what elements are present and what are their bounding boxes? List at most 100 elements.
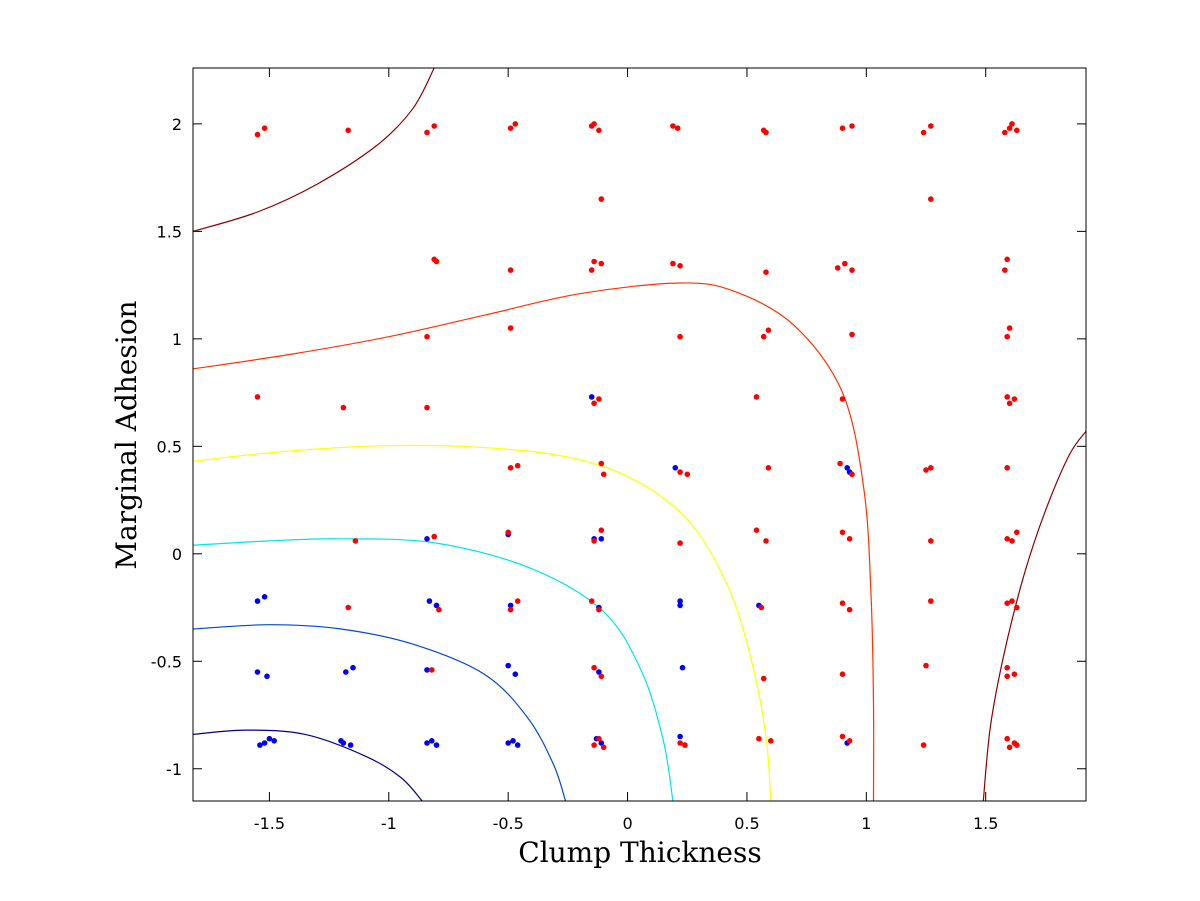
data-point-series-1 (507, 602, 514, 609)
x-tick-label: 0 (622, 814, 632, 833)
data-point-series-2 (670, 260, 676, 267)
data-point-series-2 (1014, 127, 1020, 134)
data-point-series-2 (760, 675, 767, 682)
x-axis-ticks: -1.5 -1 -0.5 0 0.5 1 1.5 (254, 68, 998, 833)
data-point-series-2 (846, 738, 853, 744)
data-point-series-1 (338, 738, 344, 744)
data-point-series-1 (261, 594, 268, 600)
data-point-series-1 (677, 733, 683, 740)
data-points (254, 121, 1020, 751)
y-tick-label: 0 (172, 545, 182, 564)
data-point-series-2 (839, 125, 846, 131)
data-point-series-2 (753, 394, 760, 400)
data-point-series-2 (600, 744, 607, 751)
data-point-series-2 (677, 469, 683, 475)
plot-frame (192, 67, 1087, 802)
data-point-series-2 (928, 123, 934, 129)
data-point-series-2 (928, 196, 934, 202)
data-point-series-2 (923, 662, 929, 669)
contour-line-6 (192, 67, 435, 232)
data-point-series-2 (928, 598, 934, 604)
data-point-series-2 (677, 333, 683, 340)
y-tick-label: 0.5 (157, 437, 182, 456)
data-point-series-2 (768, 738, 774, 744)
contour-line-1 (192, 729, 423, 802)
data-point-series-1 (254, 598, 261, 604)
data-point-series-2 (424, 333, 430, 340)
data-point-series-2 (839, 733, 846, 740)
data-point-series-1 (588, 394, 595, 400)
y-axis-title: Marginal Adhesion (110, 300, 143, 569)
data-point-series-2 (591, 258, 597, 265)
data-point-series-2 (763, 269, 769, 276)
data-point-series-1 (347, 742, 354, 748)
data-point-series-2 (846, 536, 853, 542)
data-point-series-2 (928, 465, 934, 471)
data-point-series-2 (837, 460, 843, 467)
data-point-series-2 (512, 121, 519, 127)
data-point-series-2 (849, 267, 855, 273)
data-point-series-2 (345, 127, 352, 134)
data-point-series-2 (591, 742, 597, 748)
contour-line-3 (192, 538, 674, 802)
data-point-series-2 (424, 129, 430, 136)
data-point-series-2 (1011, 396, 1018, 402)
contour-line-4 (192, 444, 772, 802)
data-point-series-2 (588, 598, 595, 604)
data-point-series-1 (343, 669, 349, 675)
y-tick-label: 2 (172, 115, 182, 134)
data-point-series-2 (1004, 664, 1010, 671)
y-axis-ticks: -1 -0.5 0 0.5 1 1.5 2 (151, 115, 1086, 779)
data-point-series-2 (684, 471, 691, 478)
data-point-series-2 (923, 467, 929, 473)
data-point-series-1 (424, 667, 430, 673)
data-point-series-2 (1004, 333, 1010, 340)
data-point-series-2 (514, 462, 521, 469)
data-point-series-2 (849, 471, 855, 478)
data-point-series-2 (598, 527, 605, 533)
data-point-series-2 (345, 604, 352, 611)
data-point-series-2 (591, 538, 597, 544)
data-point-series-2 (1002, 267, 1008, 273)
data-point-series-2 (920, 129, 927, 136)
data-point-series-2 (1006, 400, 1013, 407)
data-point-series-1 (505, 662, 512, 669)
data-point-series-1 (677, 602, 683, 609)
data-point-series-2 (1009, 121, 1015, 127)
data-point-series-2 (1009, 598, 1015, 604)
data-point-series-1 (424, 740, 430, 746)
data-point-series-2 (1004, 735, 1010, 742)
data-point-series-1 (261, 740, 268, 746)
data-point-series-2 (436, 606, 442, 613)
data-point-series-2 (254, 131, 261, 138)
data-point-series-2 (424, 404, 430, 411)
data-point-series-1 (424, 536, 430, 542)
data-point-series-1 (429, 738, 435, 744)
data-point-series-2 (431, 123, 438, 129)
data-point-series-1 (844, 465, 850, 471)
data-point-series-2 (1004, 600, 1010, 606)
data-point-series-2 (677, 740, 683, 746)
data-point-series-2 (674, 125, 681, 131)
data-point-series-2 (596, 396, 602, 402)
data-point-series-2 (763, 538, 769, 544)
data-point-series-2 (753, 527, 760, 533)
data-point-series-2 (591, 664, 597, 671)
data-point-series-2 (588, 267, 595, 273)
data-point-series-2 (834, 265, 841, 271)
data-point-series-2 (839, 600, 846, 606)
data-point-series-2 (920, 742, 927, 748)
y-tick-label: 1.5 (157, 222, 182, 241)
contour-line-5 (192, 282, 875, 802)
data-point-series-2 (756, 735, 762, 742)
data-point-series-1 (598, 740, 605, 746)
data-point-series-2 (1014, 742, 1020, 748)
data-point-series-1 (433, 602, 440, 609)
data-point-series-2 (433, 258, 440, 265)
data-point-series-1 (514, 742, 521, 748)
data-point-series-2 (670, 123, 676, 129)
plot-area-background (193, 68, 1086, 801)
data-point-series-1 (254, 669, 261, 675)
data-point-series-1 (271, 738, 278, 744)
x-tick-label: 1.5 (973, 814, 998, 833)
